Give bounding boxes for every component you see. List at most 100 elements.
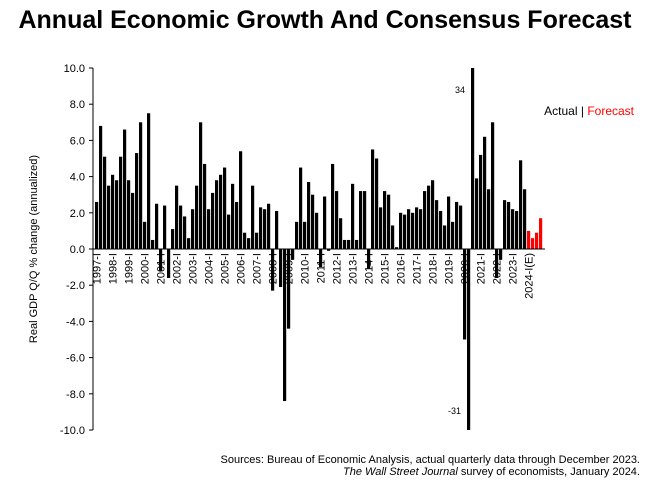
forecast-bar (539, 218, 543, 249)
actual-bar (307, 182, 311, 249)
actual-bar (511, 209, 515, 249)
actual-bar (523, 189, 527, 249)
actual-bar (451, 221, 455, 249)
actual-bar (155, 203, 159, 249)
x-tick-label: 2006-I (236, 253, 248, 284)
actual-bar (107, 185, 111, 249)
x-tick-label: 2020-I (460, 253, 472, 284)
actual-bar (247, 238, 251, 249)
y-tick-label: 2.0 (70, 208, 85, 220)
actual-bar (515, 210, 519, 249)
y-tick-label: 4.0 (70, 172, 85, 184)
actual-bar (259, 207, 263, 249)
actual-bar (239, 151, 243, 249)
actual-bar (475, 178, 479, 249)
x-tick-label: 2011-I (316, 253, 328, 283)
x-tick-label: 1997-I (92, 253, 104, 284)
legend-forecast: Forecast (587, 104, 634, 118)
actual-bar (319, 249, 323, 268)
actual-bar (263, 209, 267, 249)
x-tick-label: 2024-I(E) (524, 253, 536, 299)
actual-bar (395, 247, 399, 249)
actual-bar (495, 249, 499, 278)
actual-bar (415, 207, 419, 249)
x-tick-label: 2021-I (476, 253, 488, 284)
actual-bar (235, 201, 239, 249)
actual-bar (291, 249, 295, 260)
actual-bar (119, 156, 123, 249)
source-line-1: Sources: Bureau of Economic Analysis, ac… (220, 454, 640, 466)
x-tick-label: 2017-I (412, 253, 424, 284)
y-tick-label: -2.0 (66, 280, 85, 292)
actual-bar (143, 221, 147, 249)
actual-bar (187, 238, 191, 249)
actual-bar (355, 239, 359, 249)
actual-bar (375, 158, 379, 249)
y-tick-label: 0.0 (70, 244, 85, 256)
actual-bar (203, 163, 207, 249)
actual-bar (99, 125, 103, 249)
actual-bar (371, 149, 375, 249)
x-tick-label: 2005-I (220, 253, 232, 284)
x-tick-label: 2001-I (156, 253, 168, 284)
actual-bar (419, 209, 423, 249)
actual-bar (279, 249, 283, 288)
actual-bar (359, 191, 363, 249)
actual-bar (427, 185, 431, 249)
y-tick-label: -10.0 (60, 425, 85, 437)
y-tick-label: 6.0 (70, 135, 85, 147)
actual-bar (327, 249, 331, 251)
actual-bar (367, 249, 371, 269)
actual-bar (127, 180, 131, 249)
actual-bar (315, 212, 319, 249)
actual-bar (383, 191, 387, 249)
x-tick-label: 2002-I (172, 253, 184, 284)
y-axis-title: Real GDP Q/Q % change (annualized) (28, 155, 40, 343)
actual-bar (439, 210, 443, 249)
y-tick-label: -6.0 (66, 353, 85, 365)
source-publication: The Wall Street Journal (343, 466, 458, 478)
actual-bar (435, 200, 439, 249)
actual-bar (335, 191, 339, 249)
actual-bar (491, 122, 495, 249)
y-tick-label: -8.0 (66, 389, 85, 401)
actual-bar (455, 201, 459, 249)
x-tick-label: 2012-I (332, 253, 344, 284)
source-note: Sources: Bureau of Economic Analysis, ac… (221, 454, 640, 478)
actual-bar (243, 232, 247, 249)
actual-bar (443, 225, 447, 249)
actual-bar (363, 191, 367, 249)
actual-bar (407, 209, 411, 249)
legend: Actual | Forecast (544, 104, 634, 118)
x-tick-label: 2003-I (188, 253, 200, 284)
actual-bar (463, 249, 467, 340)
forecast-bar (535, 232, 539, 249)
actual-bar (139, 122, 143, 249)
forecast-bar (531, 238, 535, 249)
actual-bar (391, 225, 395, 249)
actual-bar (147, 113, 151, 249)
legend-separator: | (581, 104, 587, 118)
actual-bar (503, 200, 507, 249)
actual-bar (95, 201, 99, 249)
actual-bar (179, 205, 183, 249)
actual-bar (227, 214, 231, 249)
actual-bar (399, 212, 403, 249)
x-tick-label: 2009-I (284, 253, 296, 284)
actual-bar (459, 205, 463, 249)
x-tick-label: 2013-I (348, 253, 360, 284)
y-tick-label: 8.0 (70, 99, 85, 111)
actual-bar (219, 174, 223, 249)
actual-bar (347, 239, 351, 249)
actual-bar (171, 229, 175, 249)
actual-bar (467, 249, 471, 430)
actual-bar (487, 189, 491, 249)
y-tick-label: 10.0 (64, 63, 85, 75)
x-tick-label: 2014-I (364, 253, 376, 284)
actual-bar (183, 216, 187, 249)
actual-bar (175, 185, 179, 249)
x-tick-label: 2019-I (444, 253, 456, 284)
source-line-2: The Wall Street Journal survey of econom… (221, 466, 640, 478)
actual-bar (343, 239, 347, 249)
